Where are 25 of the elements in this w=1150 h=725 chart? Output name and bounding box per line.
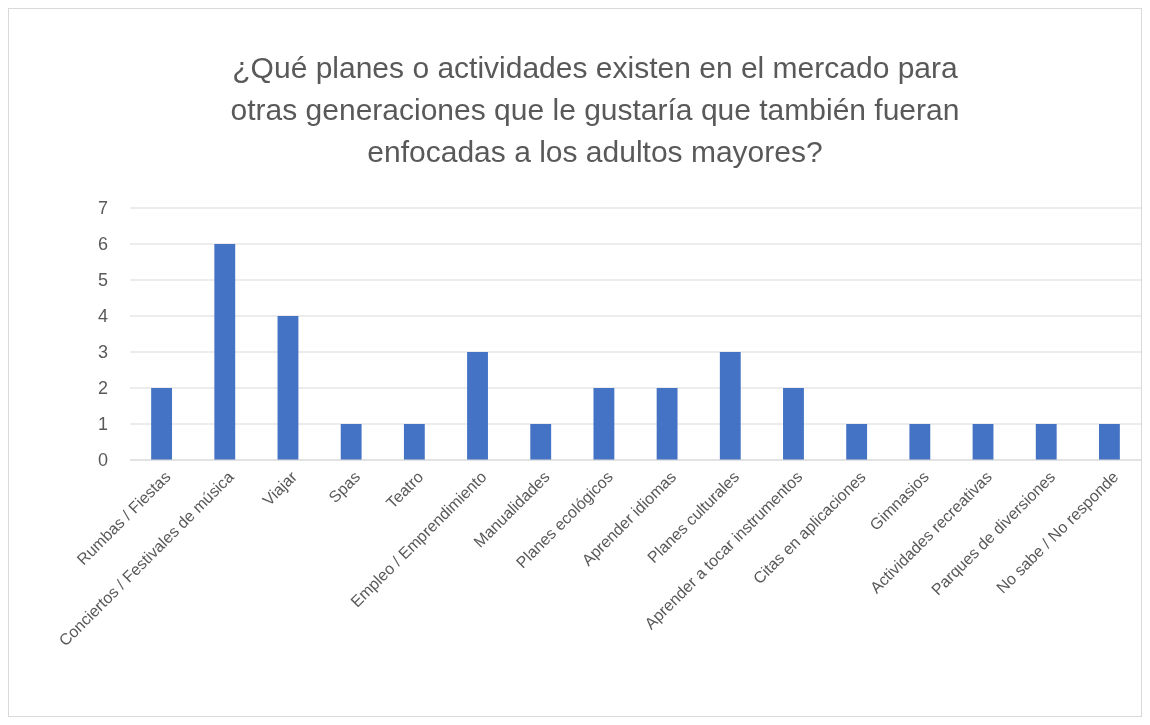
y-tick-label: 3 <box>97 342 108 363</box>
bar <box>783 388 804 460</box>
bar <box>214 244 236 460</box>
bar <box>719 352 741 460</box>
y-tick-label: 6 <box>97 234 108 255</box>
bar <box>340 424 362 460</box>
bar <box>530 424 552 460</box>
bar <box>1035 424 1057 460</box>
bar <box>403 424 425 460</box>
chart-title: ¿Qué planes o actividades existen en el mercado para otras generaciones que le gustaría que también fueran enfocadas a los adultos mayores? <box>230 51 960 168</box>
bar <box>277 316 299 460</box>
y-tick-label: 5 <box>97 270 108 291</box>
y-tick-label: 2 <box>97 378 108 399</box>
y-tick-label: 0 <box>97 450 108 471</box>
y-tick-label: 7 <box>97 198 108 219</box>
bar <box>846 424 868 460</box>
bar <box>656 388 678 460</box>
bar <box>972 424 994 460</box>
bar <box>593 388 615 460</box>
bar <box>1098 424 1120 460</box>
bar <box>151 388 173 460</box>
y-tick-label: 4 <box>97 306 108 327</box>
y-tick-label: 1 <box>97 414 108 435</box>
bar <box>909 424 931 460</box>
bar <box>467 352 488 460</box>
